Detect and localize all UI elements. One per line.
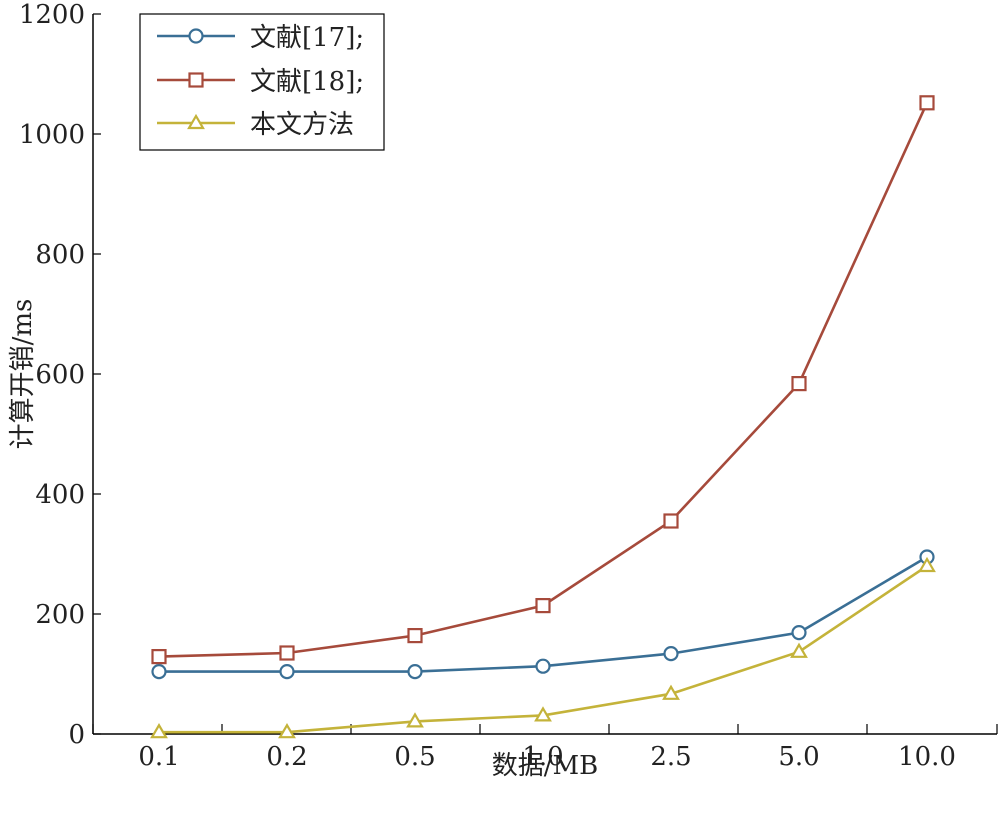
y-tick-label: 800 <box>35 240 85 270</box>
legend-marker-triangle <box>187 113 205 130</box>
series-3 <box>150 556 936 739</box>
data-point-square <box>151 648 167 665</box>
legend-label: 文献[18]; <box>250 67 364 97</box>
legend-label: 本文方法 <box>250 110 354 140</box>
y-tick-label: 200 <box>35 600 85 630</box>
data-point-triangle <box>918 556 936 573</box>
data-point-square <box>279 645 295 661</box>
x-axis-label: 数据/MB <box>492 751 599 781</box>
data-point-circle <box>791 624 807 641</box>
data-point-square <box>919 95 935 111</box>
data-point-triangle <box>790 642 808 658</box>
series-line <box>158 102 929 658</box>
data-point-square <box>663 513 679 529</box>
data-point-triangle <box>150 723 168 739</box>
data-point-circle <box>663 645 679 662</box>
data-point-square <box>535 597 551 614</box>
y-tick-label: 400 <box>35 480 85 510</box>
data-point-circle <box>407 663 423 680</box>
legend: 文献[17]; 文献[18]; 本文方法 <box>139 13 385 151</box>
data-point-triangle <box>278 723 296 739</box>
data-point-circle <box>279 663 295 680</box>
data-point-circle <box>151 663 167 680</box>
legend-label: 文献[17]; <box>250 23 364 53</box>
y-tick-label: 1000 <box>19 120 85 150</box>
x-tick-label: 2.5 <box>650 742 691 772</box>
data-point-triangle <box>662 684 680 700</box>
y-tick-label: 600 <box>35 360 85 390</box>
data-point-triangle <box>534 706 552 722</box>
legend-marker-square <box>188 72 204 88</box>
y-axis-label: 计算开销/ms <box>8 299 38 450</box>
series-layer <box>150 95 936 739</box>
data-point-square <box>407 627 423 644</box>
series-1 <box>151 549 935 680</box>
legend-marker-circle <box>188 28 204 44</box>
x-tick-label: 1.0 <box>522 742 563 772</box>
legend-entry-2: 文献[18]; <box>157 67 364 97</box>
x-tick-label: 10.0 <box>898 742 956 772</box>
legend-entry-3: 本文方法 <box>157 110 354 140</box>
x-tick-label: 0.5 <box>394 742 435 772</box>
tick-labels: 0 200 400 600 800 1000 1200 0.1 0.2 0.5 1.0 2.5 5.0 1… <box>19 0 956 772</box>
series-2 <box>151 95 935 665</box>
x-tick-label: 0.2 <box>266 742 307 772</box>
data-point-triangle <box>406 712 424 728</box>
legend-entry-1: 文献[17]; <box>157 23 364 53</box>
y-tick-label: 1200 <box>19 0 85 30</box>
x-tick-label: 5.0 <box>778 742 819 772</box>
x-tick-label: 0.1 <box>138 742 179 772</box>
data-point-circle <box>535 658 551 674</box>
axes <box>92 13 998 735</box>
data-point-square <box>791 376 807 392</box>
y-tick-label: 0 <box>68 720 85 750</box>
